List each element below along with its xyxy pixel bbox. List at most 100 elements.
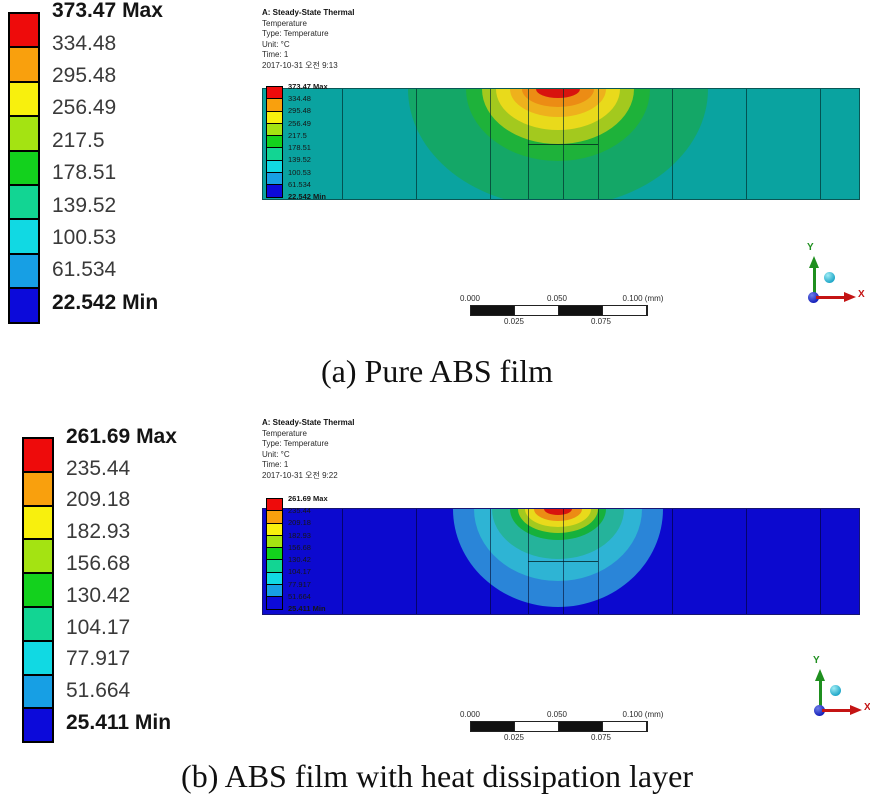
legend-label: 77.917	[66, 647, 131, 671]
contour-ring-max	[544, 509, 572, 515]
legend-label: 295.48	[52, 63, 117, 87]
legend-label: 51.664	[288, 592, 311, 602]
legend-label: 209.18	[66, 488, 131, 512]
panel-a-mini-colorbar	[266, 86, 283, 198]
scale-label: 0.100 (mm)	[622, 294, 664, 303]
result-unit: Unit: °C	[262, 449, 290, 459]
panel-b-legend-colorbar	[22, 437, 54, 744]
y-axis-arrow-icon	[809, 256, 819, 268]
legend-color-swatch	[24, 439, 52, 471]
mesh-line-horizontal	[528, 561, 598, 562]
legend-color-swatch	[267, 499, 282, 511]
legend-color-swatch	[267, 184, 282, 197]
scale-segment	[471, 722, 514, 731]
scale-segment	[602, 306, 647, 315]
legend-color-swatch	[24, 605, 52, 640]
legend-label-min: 25.411 Min	[66, 711, 172, 735]
legend-label: 61.534	[288, 180, 311, 190]
legend-label: 334.48	[52, 31, 117, 55]
legend-label: 217.5	[288, 130, 307, 140]
mesh-line	[490, 89, 491, 199]
mesh-line	[416, 509, 417, 614]
scale-label: 0.075	[590, 733, 612, 742]
y-axis-label: Y	[807, 242, 814, 253]
legend-label-min: 22.542 Min	[288, 192, 326, 202]
legend-color-swatch	[267, 110, 282, 123]
legend-label: 334.48	[288, 93, 311, 103]
mesh-line	[746, 89, 747, 199]
x-axis-label: X	[858, 289, 865, 300]
legend-color-swatch	[10, 149, 38, 184]
panel-a-mini-legend-labels: 373.47 Max 334.48 295.48 256.49 217.5 17…	[288, 80, 328, 203]
y-axis-label: Y	[813, 655, 820, 666]
mesh-line	[490, 509, 491, 614]
legend-color-swatch	[10, 115, 38, 150]
legend-color-swatch	[10, 218, 38, 253]
legend-label: 156.68	[288, 542, 311, 552]
legend-label: 130.42	[66, 583, 131, 607]
scale-label: 0.000	[459, 710, 481, 719]
legend-label: 130.42	[288, 555, 311, 565]
legend-label: 256.49	[288, 118, 311, 128]
result-time: Time: 1	[262, 50, 289, 59]
legend-color-swatch	[10, 183, 38, 219]
legend-color-swatch	[267, 522, 282, 535]
panel-b-mini-legend-labels: 261.69 Max 235.44 209.18 182.93 156.68 1…	[288, 492, 328, 615]
contour-ring-max	[536, 89, 580, 98]
panel-a-legend-labels: 373.47 Max 334.48 295.48 256.49 217.5 17…	[52, 0, 163, 319]
scale-label: 0.100 (mm)	[622, 710, 664, 719]
legend-label: 100.53	[288, 167, 311, 177]
legend-color-swatch	[267, 135, 282, 148]
legend-label: 178.51	[288, 143, 311, 153]
result-type: Type: Temperature	[262, 439, 329, 448]
mesh-line	[746, 509, 747, 614]
legend-color-swatch	[10, 80, 38, 116]
legend-label: 139.52	[288, 155, 311, 165]
x-axis-icon	[816, 296, 844, 299]
panel-b-caption: (b) ABS film with heat dissipation layer	[181, 758, 693, 794]
analysis-title: A: Steady-State Thermal	[262, 8, 355, 17]
scale-segment	[471, 306, 514, 315]
result-datetime: 2017-10-31 오전 9:22	[262, 470, 338, 480]
x-axis-icon	[822, 709, 850, 712]
legend-label-min: 22.542 Min	[52, 290, 159, 314]
mesh-line	[598, 509, 599, 614]
legend-label: 256.49	[52, 96, 117, 120]
panel-b-mini-colorbar	[266, 498, 283, 610]
scale-segment	[602, 722, 647, 731]
legend-label: 61.534	[52, 258, 117, 282]
legend-color-swatch	[267, 584, 282, 597]
scale-label: 0.050	[546, 710, 568, 719]
legend-color-swatch	[267, 534, 282, 548]
mesh-line	[598, 89, 599, 199]
panel-a-legend-colorbar	[8, 12, 40, 324]
mesh-line	[820, 89, 821, 199]
legend-color-swatch	[267, 172, 282, 185]
legend-label: 178.51	[52, 161, 117, 185]
legend-label: 182.93	[288, 530, 311, 540]
panel-a-solver-header: A: Steady-State Thermal Temperature Type…	[262, 8, 354, 71]
y-axis-arrow-icon	[815, 669, 825, 681]
panel-b-contour-band	[262, 508, 860, 615]
y-axis-icon	[813, 267, 816, 299]
scale-segment	[514, 722, 559, 731]
mesh-line	[672, 509, 673, 614]
scale-label: 0.050	[546, 294, 568, 303]
legend-label: 77.917	[288, 579, 311, 589]
legend-color-swatch	[10, 252, 38, 288]
x-axis-label: X	[864, 702, 870, 713]
panel-b-legend-labels: 261.69 Max 235.44 209.18 182.93 156.68 1…	[66, 421, 177, 739]
legend-color-swatch	[24, 673, 52, 708]
scale-segment	[514, 306, 559, 315]
legend-color-swatch	[24, 572, 52, 606]
analysis-title: A: Steady-State Thermal	[262, 418, 355, 427]
legend-color-swatch	[10, 287, 38, 322]
panel-a-scale-bar	[470, 305, 648, 316]
legend-label: 209.18	[288, 518, 311, 528]
legend-color-swatch	[267, 87, 282, 99]
scale-segment	[559, 306, 602, 315]
legend-label: 295.48	[288, 106, 311, 116]
scale-label: 0.075	[590, 317, 612, 326]
legend-color-swatch	[24, 538, 52, 573]
